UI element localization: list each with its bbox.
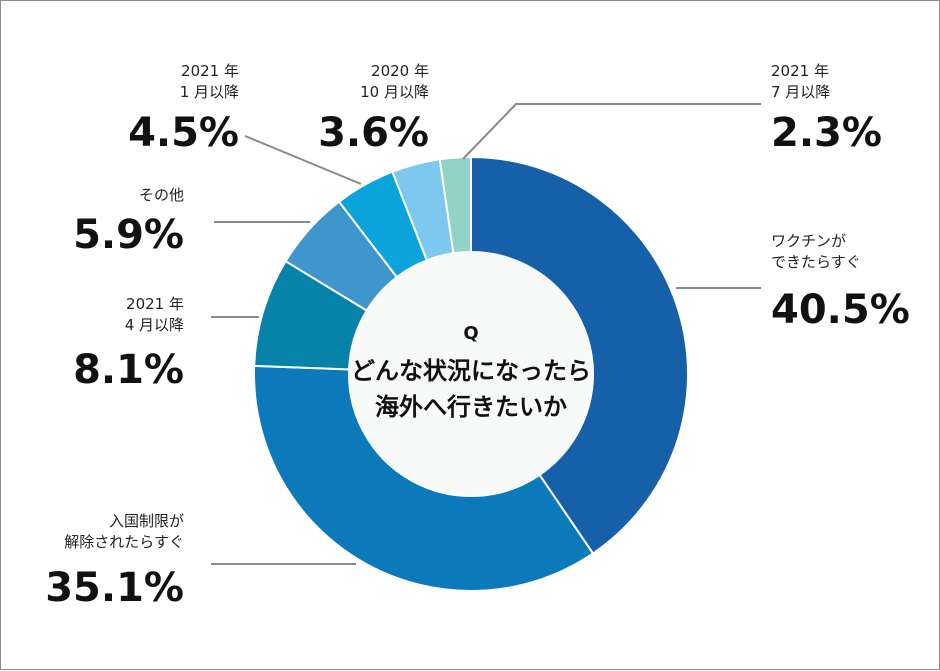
donut-hole [349, 252, 593, 496]
slice-category-label: 7 月以降 [771, 83, 830, 101]
slice-value-label: 35.1% [45, 565, 184, 611]
slice-category-label: できたらすぐ [771, 253, 861, 271]
slice-value-label: 8.1% [73, 347, 184, 393]
slice-category-label: 10 月以降 [360, 83, 429, 101]
slice-value-label: 4.5% [128, 110, 239, 156]
center-question-line2: 海外へ行きたいか [375, 393, 567, 421]
leader-line [462, 103, 761, 160]
leader-line [244, 135, 362, 185]
center-question-line1: どんな状況になったら [351, 357, 591, 385]
slice-value-label: 5.9% [73, 212, 184, 258]
slice-category-label: 4 月以降 [125, 316, 184, 334]
slice-value-label: 40.5% [771, 287, 910, 333]
slice-category-label: 入国制限が [109, 512, 184, 530]
slice-category-label: ワクチンが [771, 232, 846, 250]
slice-category-label: その他 [139, 186, 184, 204]
leader-lines [211, 103, 761, 565]
slice-category-label: 1 月以降 [180, 83, 239, 101]
center-q: Q [463, 323, 478, 344]
slice-category-label: 2020 年 [371, 62, 429, 80]
slice-value-label: 3.6% [318, 110, 429, 156]
slice-category-label: 2021 年 [126, 295, 184, 313]
slice-value-label: 2.3% [771, 110, 882, 156]
slice-category-label: 2021 年 [771, 62, 829, 80]
slice-category-label: 2021 年 [181, 62, 239, 80]
slice-category-label: 解除されたらすぐ [64, 533, 184, 551]
